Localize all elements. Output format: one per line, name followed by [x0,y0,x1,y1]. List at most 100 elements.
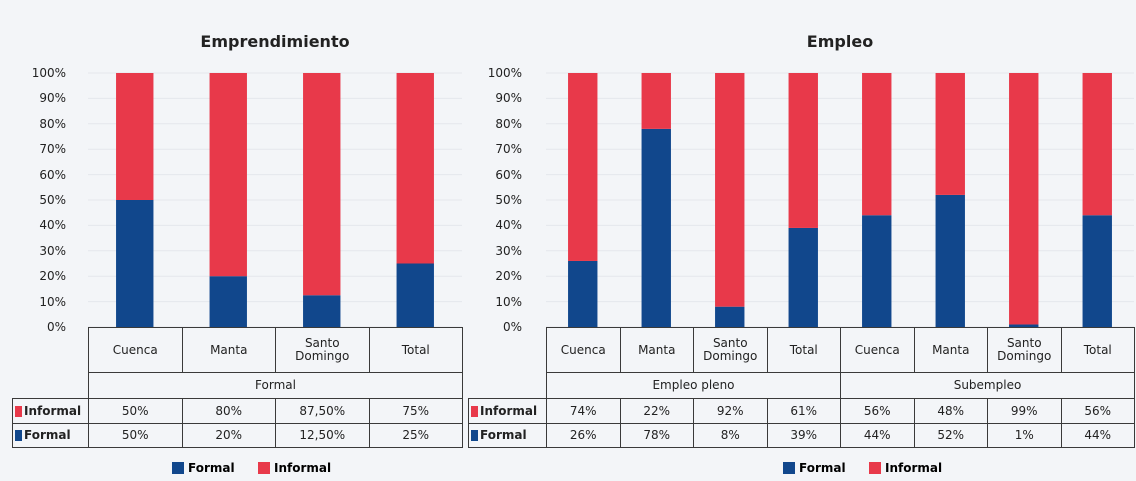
bar-segment [1009,73,1039,325]
category-cell: Santo Domingo [987,327,1062,373]
row-swatch [471,430,478,441]
y-tick-label: 70% [495,142,522,157]
value-cell: 74% [546,398,621,424]
value-cell: 22% [619,398,694,424]
row-header: Informal [12,398,89,424]
category-cell: Cuenca [88,327,183,373]
value-cell: 56% [840,398,915,424]
value-cell: 87,50% [275,398,370,424]
value-cell: 78% [619,423,694,448]
category-label: Manta [932,342,970,357]
value-cell: 75% [368,398,463,424]
category-cell: Cuenca [840,327,915,373]
legend-label: Informal [885,461,943,475]
bar-segment [396,73,434,264]
category-label: Santo Domingo [295,336,350,363]
legend-item: Formal [783,461,846,475]
category-label: Cuenca [112,342,158,357]
bar-segment [303,295,341,327]
row-header: Informal [468,398,547,424]
category-cell: Manta [181,327,276,373]
legend-item: Informal [869,461,942,475]
row-swatch [15,405,22,417]
bar-segment [116,200,154,327]
chart-title: Emprendimiento [200,32,350,51]
category-label: Total [789,342,818,357]
category-cell: Total [766,327,841,373]
y-tick-label: 60% [495,167,522,182]
bar-segment [788,227,818,327]
value-cell: 61% [766,398,841,424]
bar-segment [209,276,247,327]
legend-swatch [258,462,270,474]
value-cell: 44% [840,423,915,448]
row-header: Formal [12,423,89,448]
category-cell: Manta [913,327,988,373]
y-tick-label: 50% [39,193,66,207]
y-tick-label: 100% [487,66,522,80]
value-cell: 12,50% [275,423,370,448]
legend-label: Formal [799,461,846,475]
value-cell: 52% [913,423,988,448]
y-tick-label: 30% [495,243,522,258]
value-cell: 50% [88,398,183,424]
row-label: Informal [480,403,538,418]
value-cell: 92% [693,398,768,424]
group-cell: Empleo pleno [546,372,841,399]
bar-segment [715,306,745,327]
row-swatch [15,430,22,441]
bar-segment [209,73,247,277]
row-label: Formal [480,428,527,442]
category-label: Cuenca [854,342,900,357]
legend-item: Informal [258,461,331,475]
value-cell: 80% [181,398,276,424]
legend-label: Formal [188,461,235,475]
y-tick-label: 100% [31,66,66,80]
category-label: Total [401,342,430,357]
value-cell: 99% [987,398,1062,424]
bar-segment [715,73,745,307]
y-tick-label: 40% [39,218,66,233]
bar-segment [641,128,671,327]
legend-item: Formal [172,461,235,475]
category-label: Santo Domingo [703,336,758,363]
category-cell: Total [1060,327,1135,373]
y-tick-label: 70% [39,142,66,157]
row-swatch [471,405,478,417]
legend-swatch [869,462,881,474]
row-label: Formal [24,428,71,442]
legend-swatch [172,462,184,474]
bar-segment [641,73,671,129]
bar-segment [568,260,598,327]
value-cell: 26% [546,423,621,448]
y-tick-label: 30% [39,243,66,258]
value-cell: 39% [766,423,841,448]
y-tick-label: 0% [46,320,66,334]
value-cell: 8% [693,423,768,448]
value-cell: 1% [987,423,1062,448]
row-label: Informal [24,403,82,418]
y-tick-label: 20% [495,269,522,284]
y-tick-label: 80% [495,116,522,131]
category-label: Santo Domingo [997,336,1052,363]
bar-segment [1009,324,1039,327]
legend-swatch [783,462,795,474]
value-cell: 20% [181,423,276,448]
bar-segment [116,73,154,200]
bar-segment [788,73,818,228]
bar-segment [1082,215,1112,327]
group-cell: Subempleo [840,372,1135,399]
category-label: Manta [210,342,248,357]
category-label: Manta [638,342,676,357]
category-cell: Cuenca [546,327,621,373]
category-label: Cuenca [560,342,606,357]
category-cell: Total [368,327,463,373]
y-tick-label: 0% [502,320,522,334]
bar-segment [862,73,892,216]
y-tick-label: 90% [495,91,522,106]
value-cell: 48% [913,398,988,424]
category-label: Total [1083,342,1112,357]
value-cell: 50% [88,423,183,448]
